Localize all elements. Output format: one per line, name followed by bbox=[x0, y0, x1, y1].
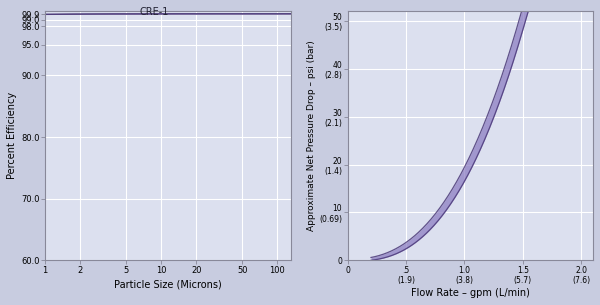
X-axis label: Flow Rate – gpm (L/min): Flow Rate – gpm (L/min) bbox=[411, 288, 530, 298]
X-axis label: Particle Size (Microns): Particle Size (Microns) bbox=[114, 279, 222, 289]
Y-axis label: Percent Efficiency: Percent Efficiency bbox=[7, 92, 17, 179]
Text: CRE-1: CRE-1 bbox=[140, 7, 169, 17]
Y-axis label: Approximate Net Pressure Drop – psi (bar): Approximate Net Pressure Drop – psi (bar… bbox=[307, 41, 316, 231]
